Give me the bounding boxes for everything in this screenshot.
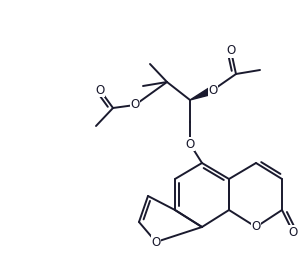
Text: O: O	[95, 83, 105, 96]
Text: O: O	[226, 45, 236, 58]
Text: O: O	[130, 99, 140, 112]
Polygon shape	[190, 86, 215, 100]
Text: O: O	[251, 220, 261, 234]
Text: O: O	[288, 225, 298, 238]
Text: O: O	[185, 137, 195, 150]
Text: O: O	[208, 83, 218, 96]
Text: O: O	[151, 235, 161, 248]
